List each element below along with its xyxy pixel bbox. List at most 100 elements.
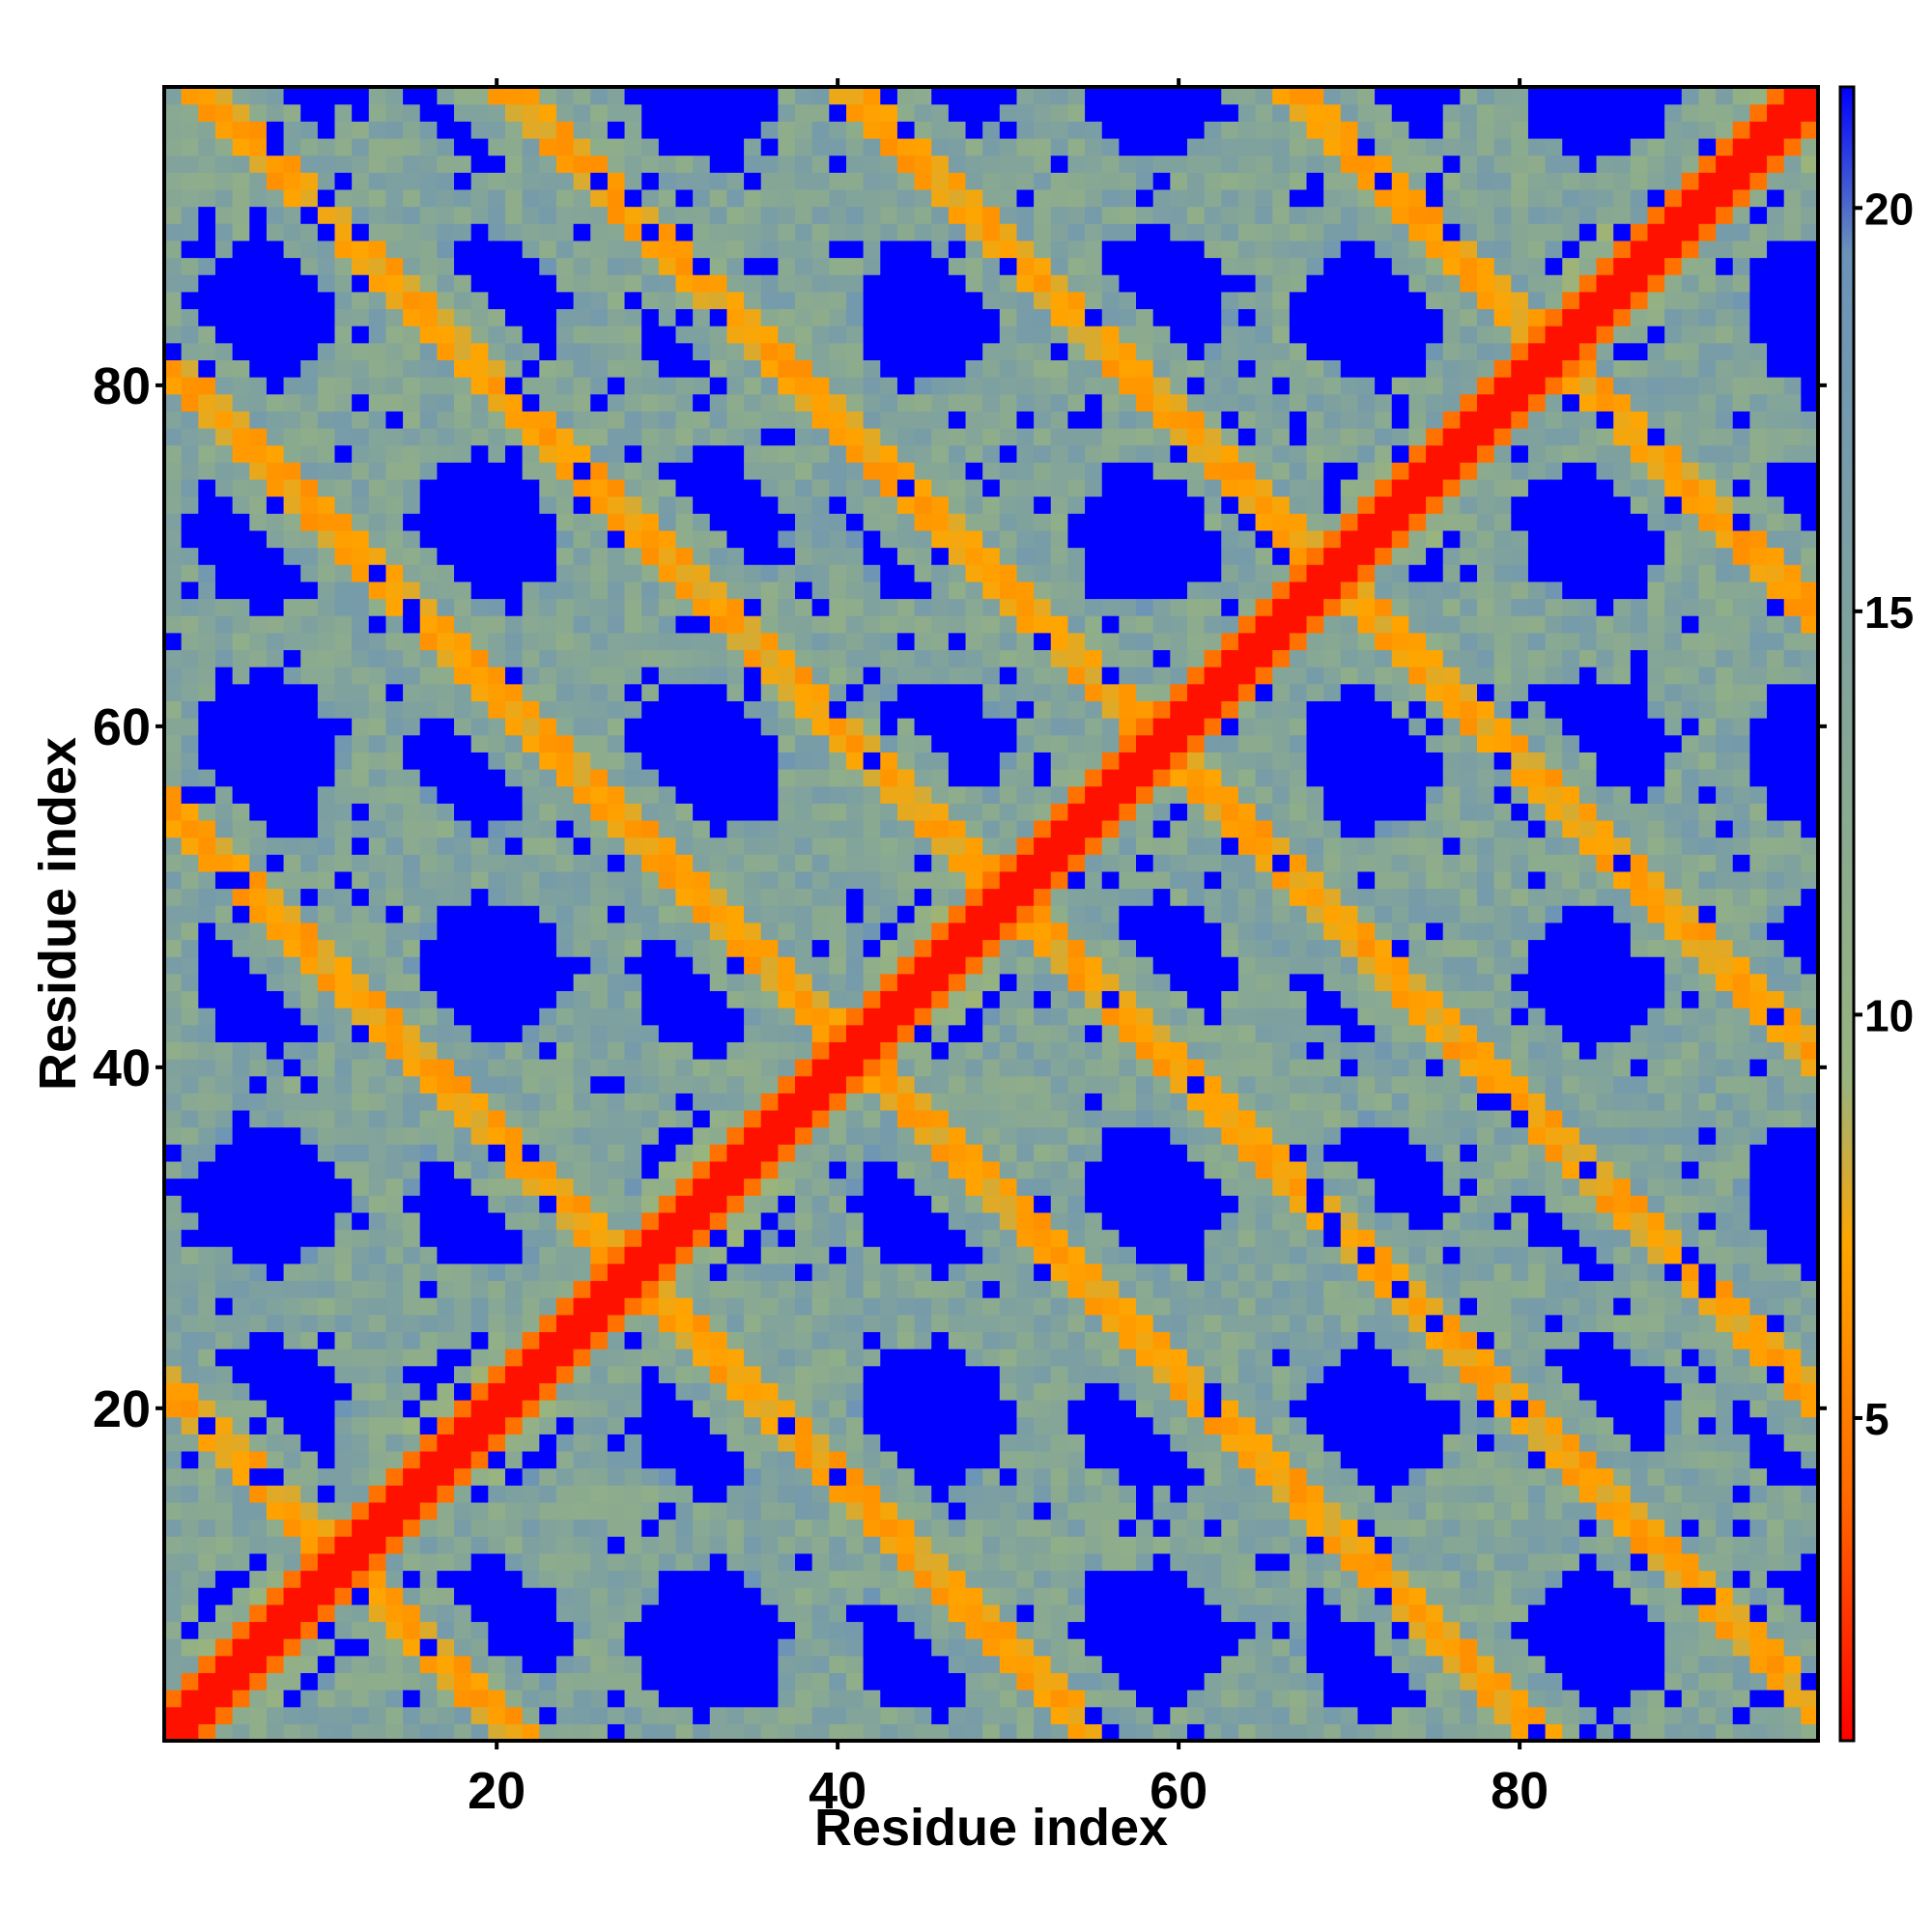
heatmap-cell	[880, 1672, 898, 1690]
heatmap-cell	[726, 478, 745, 497]
heatmap-cell	[880, 1400, 898, 1418]
heatmap-cell	[454, 1041, 472, 1060]
heatmap-cell	[317, 1331, 336, 1350]
heatmap-cell	[931, 632, 950, 651]
heatmap-cell	[641, 581, 660, 600]
heatmap-cell	[352, 1723, 370, 1742]
heatmap-cell	[283, 377, 301, 395]
heatmap-cell	[504, 1229, 524, 1247]
heatmap-cell	[573, 1075, 591, 1094]
heatmap-cell	[334, 274, 353, 293]
heatmap-cell	[880, 1706, 898, 1724]
heatmap-cell	[795, 1365, 813, 1383]
heatmap-cell	[641, 667, 660, 685]
heatmap-cell	[1034, 1621, 1052, 1639]
heatmap-cell	[454, 1314, 472, 1333]
heatmap-cell	[555, 854, 575, 872]
heatmap-cell	[726, 854, 745, 872]
heatmap-cell	[488, 837, 506, 855]
heatmap-cell	[641, 1416, 660, 1435]
heatmap-cell	[300, 649, 319, 668]
heatmap-cell	[675, 905, 694, 923]
heatmap-cell	[607, 188, 626, 208]
heatmap-cell	[726, 837, 745, 855]
heatmap-cell	[419, 1706, 438, 1724]
heatmap-cell	[624, 870, 642, 890]
heatmap-cell	[385, 1041, 404, 1060]
heatmap-cell	[726, 308, 745, 327]
heatmap-cell	[624, 529, 642, 549]
heatmap-cell	[504, 377, 524, 395]
heatmap-cell	[778, 547, 796, 565]
heatmap-cell	[266, 155, 285, 173]
heatmap-cell	[164, 1672, 183, 1690]
heatmap-cell	[931, 1075, 950, 1094]
heatmap-cell	[624, 905, 642, 923]
heatmap-cell	[266, 752, 285, 770]
heatmap-cell	[385, 667, 404, 685]
heatmap-cell	[454, 718, 472, 736]
heatmap-cell	[778, 1655, 796, 1673]
heatmap-cell	[437, 1008, 455, 1026]
heatmap-cell	[982, 819, 1001, 838]
heatmap-cell	[590, 837, 609, 855]
heatmap-cell	[504, 718, 524, 736]
heatmap-cell	[539, 752, 557, 770]
heatmap-cell	[829, 1467, 847, 1486]
heatmap-cell	[454, 359, 472, 378]
heatmap-cell	[437, 478, 455, 497]
heatmap-cell	[641, 905, 660, 923]
heatmap-cell	[334, 990, 353, 1009]
heatmap-cell	[795, 121, 813, 139]
heatmap-cell	[283, 1467, 301, 1486]
heatmap-cell	[675, 1382, 694, 1401]
heatmap-cell	[539, 1280, 557, 1298]
heatmap-cell	[385, 734, 404, 753]
heatmap-cell	[1016, 155, 1035, 173]
heatmap-cell	[555, 718, 575, 736]
heatmap-cell	[198, 1041, 216, 1060]
heatmap-cell	[948, 973, 967, 992]
heatmap-cell	[403, 1638, 421, 1657]
heatmap-cell	[266, 1382, 285, 1401]
heatmap-cell	[982, 785, 1001, 804]
heatmap-cell	[504, 854, 524, 872]
heatmap-cell	[419, 973, 438, 992]
heatmap-cell	[283, 1059, 301, 1077]
heatmap-cell	[504, 1246, 524, 1264]
heatmap-cell	[317, 223, 336, 242]
heatmap-cell	[419, 393, 438, 412]
heatmap-cell	[744, 308, 762, 327]
heatmap-cell	[504, 1723, 524, 1742]
heatmap-cell	[266, 1434, 285, 1452]
heatmap-cell	[811, 1246, 830, 1264]
heatmap-cell	[334, 137, 353, 156]
heatmap-cell	[845, 1246, 865, 1264]
heatmap-cell	[249, 905, 268, 923]
heatmap-cell	[948, 1024, 967, 1042]
heatmap-cell	[198, 1587, 216, 1605]
heatmap-cell	[352, 274, 370, 293]
heatmap-cell	[624, 1570, 642, 1588]
heatmap-cell	[863, 87, 881, 105]
heatmap-cell	[931, 1314, 950, 1333]
heatmap-cell	[522, 1723, 540, 1742]
heatmap-cell	[403, 1672, 421, 1690]
heatmap-cell	[385, 359, 404, 378]
heatmap-cell	[437, 1604, 455, 1623]
heatmap-cell	[249, 172, 268, 190]
heatmap-cell	[437, 326, 455, 344]
heatmap-cell	[437, 1587, 455, 1605]
heatmap-cell	[573, 683, 591, 701]
heatmap-cell	[880, 905, 898, 923]
heatmap-cell	[539, 1723, 557, 1742]
heatmap-cell	[896, 1126, 916, 1145]
heatmap-cell	[641, 1621, 660, 1639]
heatmap-cell	[454, 444, 472, 463]
heatmap-cell	[300, 939, 319, 957]
heatmap-cell	[352, 667, 370, 685]
heatmap-cell	[641, 939, 660, 957]
heatmap-cell	[352, 291, 370, 310]
heatmap-cell	[590, 1536, 609, 1554]
heatmap-cell	[795, 359, 813, 378]
